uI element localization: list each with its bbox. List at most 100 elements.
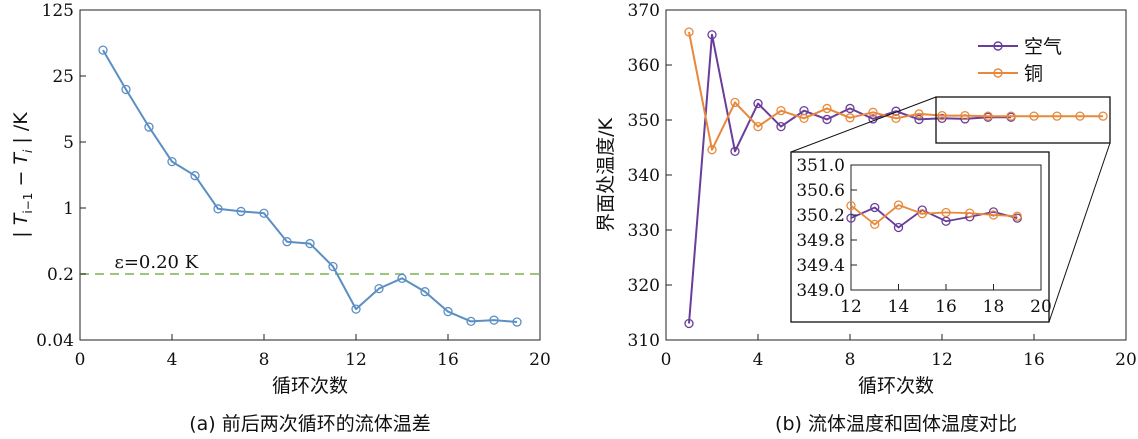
data-point (730, 97, 740, 108)
data-point (466, 316, 476, 327)
y-tick-label: 370 (628, 1, 660, 21)
x-axis-label-a: 循环次数 (272, 375, 348, 397)
reference-label: ε=0.20 K (115, 252, 199, 273)
data-point (707, 145, 717, 155)
data-point (914, 109, 924, 119)
data-point (846, 213, 856, 223)
data-point (684, 27, 694, 37)
x-tick-label: 8 (845, 350, 856, 370)
x-tick-label: 12 (840, 297, 862, 317)
y-axis-label-b: 界面处温度/K (595, 118, 617, 232)
data-point (753, 121, 763, 132)
data-point (1098, 111, 1108, 121)
data-point (1029, 111, 1039, 121)
data-point (730, 146, 740, 157)
x-tick-label: 16 (437, 350, 459, 370)
data-point (489, 315, 499, 325)
y-axis-label-a: | Ti−1 − Ti | /K (10, 112, 35, 238)
data-point (893, 200, 904, 210)
data-point (870, 202, 880, 213)
y-tick-label: 351.0 (796, 156, 845, 176)
x-tick-label: 12 (931, 350, 953, 370)
data-point (190, 171, 200, 181)
data-point (776, 121, 786, 132)
series-line (688, 33, 1011, 324)
legend-marker-air (993, 41, 1003, 51)
y-tick-label: 310 (628, 331, 660, 351)
data-point (941, 207, 951, 218)
x-tick-label: 4 (753, 350, 764, 370)
x-tick-label: 18 (983, 297, 1005, 317)
zoom-region-box (935, 96, 1111, 144)
zoom-connector (790, 96, 937, 153)
y-tick-label: 0.2 (47, 265, 74, 285)
data-point (305, 238, 315, 249)
y-tick-label: 5 (63, 133, 74, 153)
y-tick-label: 25 (52, 67, 74, 87)
caption-b: (b) 流体温度和固体温度对比 (775, 413, 1017, 435)
data-point (1012, 211, 1022, 221)
legend-label-air: 空气 (1024, 36, 1062, 58)
data-point (144, 122, 154, 132)
data-point (98, 45, 108, 55)
y-tick-label: 125 (42, 1, 74, 21)
data-point (846, 200, 856, 211)
data-point (914, 114, 924, 125)
data-point (965, 208, 975, 218)
plot-frame-a (79, 9, 541, 341)
data-point (822, 114, 832, 125)
x-tick-label: 16 (1023, 350, 1045, 370)
data-point (983, 111, 993, 121)
series-line (102, 49, 518, 323)
data-point (328, 261, 338, 272)
x-tick-label: 20 (1115, 350, 1137, 370)
data-point (374, 283, 384, 294)
data-point (167, 156, 177, 167)
y-tick-label: 1 (63, 199, 74, 219)
legend-marker-copper (993, 68, 1003, 78)
series-line (688, 31, 1103, 151)
x-tick-label: 20 (529, 350, 551, 370)
y-tick-label: 360 (628, 56, 660, 76)
data-point (1052, 111, 1062, 121)
data-point (443, 306, 453, 317)
legend-label-copper: 铜 (1024, 63, 1043, 85)
data-point (799, 113, 809, 123)
y-tick-label: 330 (628, 221, 660, 241)
data-point (213, 204, 223, 214)
data-point (845, 113, 855, 123)
data-point (868, 107, 878, 117)
data-point (870, 219, 880, 230)
legend: 空气 铜 (978, 36, 1062, 85)
data-point (351, 304, 361, 314)
y-tick-label: 349.8 (796, 231, 845, 251)
data-point (937, 110, 947, 121)
data-point (917, 209, 927, 219)
data-point (893, 222, 904, 233)
data-point (941, 216, 951, 226)
y-tick-label: 340 (628, 166, 660, 186)
data-point (960, 110, 970, 121)
zoom-connector (1048, 142, 1111, 323)
y-tick-label: 350 (628, 111, 660, 131)
data-point (845, 103, 855, 114)
y-tick-label: 350.2 (796, 206, 845, 226)
x-tick-label: 8 (259, 350, 270, 370)
data-point (512, 317, 522, 327)
x-tick-label: 0 (75, 350, 86, 370)
data-point (1006, 111, 1016, 121)
x-tick-label: 0 (661, 350, 672, 370)
y-tick-label: 320 (628, 276, 660, 296)
x-tick-label: 12 (345, 350, 367, 370)
x-tick-label: 14 (888, 297, 910, 317)
data-point (236, 206, 246, 217)
data-point (397, 273, 407, 283)
caption-a: (a) 前后两次循环的流体温差 (189, 413, 431, 435)
data-point (282, 237, 292, 247)
y-tick-label: 349.0 (796, 281, 845, 301)
data-point (891, 113, 901, 123)
data-point (684, 318, 694, 329)
y-tick-label: 350.6 (796, 181, 845, 201)
data-point (753, 98, 763, 109)
